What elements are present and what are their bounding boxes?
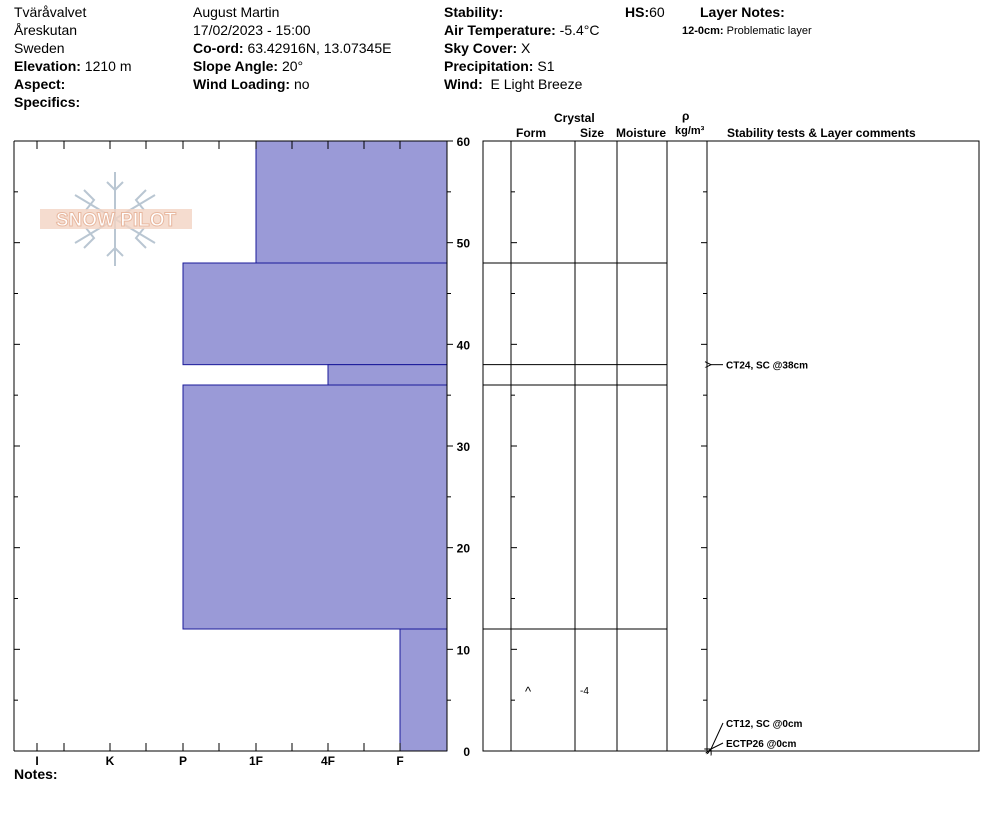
- location-name: Tväråvalvet: [14, 4, 87, 20]
- air-temp-row: Air Temperature: -5.4°C: [444, 21, 600, 39]
- specifics-label: Specifics:: [14, 94, 81, 110]
- hardness-label-1F: 1F: [249, 754, 263, 768]
- crystal-form-symbol: ^: [525, 684, 532, 699]
- density-unit-header: kg/m³: [675, 125, 705, 137]
- hardness-label-F: F: [396, 754, 403, 768]
- form-header: Form: [516, 126, 546, 140]
- sky-row: Sky Cover: X: [444, 39, 530, 57]
- hs-row: HS:60: [625, 3, 665, 21]
- layer-notes-label: Layer Notes:: [700, 4, 785, 20]
- hardness-bar-0: [255, 140, 448, 264]
- stability-test-2: ECTP26 @0cm: [726, 739, 796, 750]
- layer-note-text: Problematic layer: [726, 25, 812, 37]
- height-label-0: 0: [463, 745, 470, 759]
- stability-arrow-1: [711, 722, 724, 749]
- precip-row: Precipitation: S1: [444, 57, 554, 75]
- slope-label: Slope Angle:: [193, 58, 279, 74]
- moisture-header: Moisture: [616, 126, 667, 140]
- observer-name: August Martin: [193, 4, 280, 20]
- wind-loading-value: no: [293, 76, 310, 92]
- sky-label: Sky Cover:: [444, 40, 518, 56]
- hs-value: 60: [649, 4, 665, 20]
- hardness-bar-4: [399, 628, 448, 752]
- stability-test-0: CT24, SC @38cm: [726, 361, 808, 372]
- air-temp-value: -5.4°C: [559, 22, 600, 38]
- logo-text: SNOW PILOT: [56, 210, 177, 231]
- logo-band: [40, 209, 192, 229]
- hardness-bar-1: [182, 262, 448, 366]
- aspect-label: Aspect:: [14, 76, 66, 92]
- slope-row: Slope Angle: 20°: [193, 57, 303, 75]
- wind-loading-label: Wind Loading:: [193, 76, 291, 92]
- crystal-header: Crystal: [554, 111, 595, 125]
- stability-test-1: CT12, SC @0cm: [726, 719, 803, 730]
- hardness-bar-2: [327, 364, 448, 386]
- wind-label: Wind:: [444, 76, 483, 92]
- elevation-row: Elevation: 1210 m: [14, 57, 132, 75]
- height-label-50: 50: [457, 237, 471, 251]
- layer-note-range: 12-0cm:: [682, 25, 724, 37]
- hardness-label-K: K: [106, 754, 115, 768]
- aspect-row: Aspect:: [14, 75, 65, 93]
- hs-label: HS:: [625, 4, 650, 20]
- elevation-value: 1210 m: [84, 58, 132, 74]
- stability-comments-header: Stability tests & Layer comments: [727, 126, 916, 140]
- slope-value: 20°: [281, 58, 304, 74]
- hardness-label-P: P: [179, 754, 187, 768]
- coord-row: Co-ord: 63.42916N, 13.07345E: [193, 39, 391, 57]
- profile-table-frame: [482, 140, 980, 752]
- height-label-20: 20: [457, 542, 471, 556]
- height-label-40: 40: [457, 338, 471, 352]
- hardness-label-I: I: [35, 754, 38, 768]
- stability-label: Stability:: [444, 4, 504, 20]
- coord-label: Co-ord:: [193, 40, 244, 56]
- wind-loading-row: Wind Loading: no: [193, 75, 310, 93]
- height-label-60: 60: [457, 135, 471, 149]
- crystal-size-label: -4: [580, 686, 589, 697]
- layer-note: 12-0cm: Problematic layer: [682, 22, 812, 40]
- rho-header: ρ: [682, 109, 690, 123]
- height-label-10: 10: [457, 643, 471, 657]
- wind-value: E Light Breeze: [490, 76, 583, 92]
- precip-value: S1: [537, 58, 555, 74]
- hardness-label-4F: 4F: [321, 754, 335, 768]
- height-label-30: 30: [457, 440, 471, 454]
- observation-datetime: 17/02/2023 - 15:00: [193, 22, 311, 38]
- elevation-label: Elevation:: [14, 58, 81, 74]
- sky-value: X: [521, 40, 531, 56]
- country-name: Sweden: [14, 40, 65, 56]
- notes-label: Notes:: [14, 766, 58, 782]
- stability-arrow-2: [711, 742, 724, 749]
- area-name: Åreskutan: [14, 22, 78, 38]
- size-header: Size: [580, 126, 605, 140]
- wind-row: Wind: E Light Breeze: [444, 75, 582, 93]
- coord-value: 63.42916N, 13.07345E: [247, 40, 392, 56]
- hardness-bar-3: [182, 384, 448, 630]
- air-temp-label: Air Temperature:: [444, 22, 556, 38]
- precip-label: Precipitation:: [444, 58, 534, 74]
- snowpilot-logo: SNOW PILOT: [40, 172, 192, 266]
